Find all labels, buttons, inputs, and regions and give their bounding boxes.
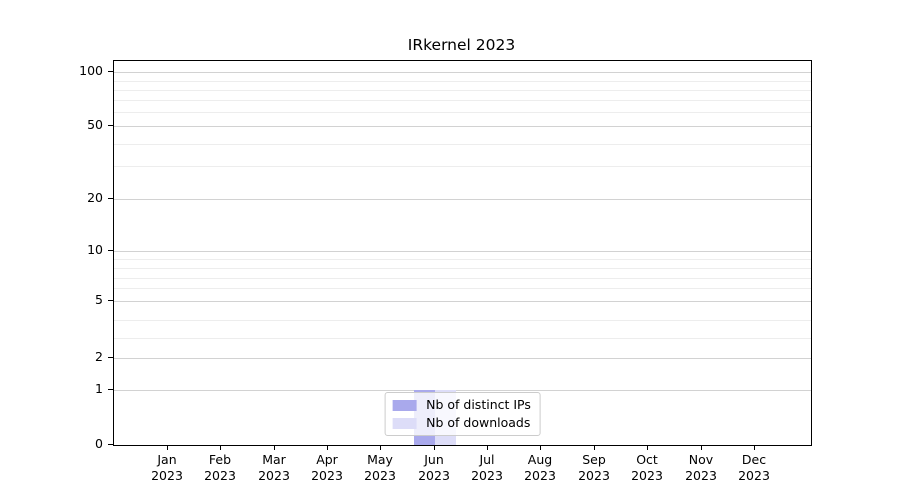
y-tick-label: 50	[87, 117, 103, 132]
x-tick-label-month: Mar	[262, 452, 286, 467]
x-tick-label-month: May	[367, 452, 393, 467]
y-tick-mark	[108, 198, 113, 199]
y-tick-label: 20	[87, 190, 103, 205]
y-tick-mark	[108, 357, 113, 358]
y-gridline-minor	[114, 320, 811, 321]
x-tick-label-year: 2023	[685, 467, 717, 483]
x-tick-mark	[434, 445, 435, 450]
y-tick-mark	[108, 300, 113, 301]
x-tick-mark	[167, 445, 168, 450]
legend-row: Nb of distinct IPs	[392, 397, 531, 413]
x-tick-mark	[487, 445, 488, 450]
y-gridline-minor	[114, 259, 811, 260]
y-tick-mark	[108, 444, 113, 445]
y-tick-label: 5	[95, 292, 103, 307]
x-tick-label-year: 2023	[151, 467, 183, 483]
legend-label: Nb of distinct IPs	[426, 397, 531, 412]
y-tick-label: 2	[95, 349, 103, 364]
x-tick-label-year: 2023	[258, 467, 290, 483]
x-tick-label: Dec 2023	[724, 452, 784, 483]
y-tick-mark	[108, 389, 113, 390]
legend: Nb of distinct IPs Nb of downloads	[384, 392, 541, 436]
x-tick-label-year: 2023	[204, 467, 236, 483]
x-tick-label: Jun 2023	[404, 452, 464, 483]
x-tick-label-year: 2023	[524, 467, 556, 483]
y-gridline-major	[114, 301, 811, 302]
x-tick-mark	[274, 445, 275, 450]
x-tick-label-year: 2023	[311, 467, 343, 483]
y-tick-label: 10	[87, 242, 103, 257]
x-tick-label-month: Aug	[527, 452, 553, 467]
x-tick-label-year: 2023	[578, 467, 610, 483]
plot-area: Nb of distinct IPs Nb of downloads	[113, 60, 812, 446]
y-tick-label: 0	[95, 436, 103, 451]
x-tick-label: Oct 2023	[617, 452, 677, 483]
legend-swatch	[392, 417, 417, 429]
x-tick-label-month: Apr	[316, 452, 338, 467]
x-tick-label: Mar 2023	[244, 452, 304, 483]
y-tick-mark	[108, 71, 113, 72]
x-tick-label: Nov 2023	[671, 452, 731, 483]
y-gridline-minor	[114, 112, 811, 113]
x-tick-mark	[594, 445, 595, 450]
x-tick-label: Apr 2023	[297, 452, 357, 483]
y-gridline-minor	[114, 144, 811, 145]
y-gridline-minor	[114, 100, 811, 101]
x-tick-label: Sep 2023	[564, 452, 624, 483]
legend-swatch	[392, 399, 417, 411]
y-gridline-minor	[114, 278, 811, 279]
y-gridline-minor	[114, 338, 811, 339]
y-gridline-minor	[114, 81, 811, 82]
x-tick-label: Jan 2023	[137, 452, 197, 483]
legend-label: Nb of downloads	[426, 415, 531, 430]
x-tick-label-month: Feb	[208, 452, 232, 467]
legend-row: Nb of downloads	[392, 415, 531, 431]
y-tick-mark	[108, 125, 113, 126]
x-tick-label-year: 2023	[471, 467, 503, 483]
x-tick-mark	[540, 445, 541, 450]
x-tick-label: Aug 2023	[510, 452, 570, 483]
x-tick-mark	[380, 445, 381, 450]
x-tick-label-year: 2023	[364, 467, 396, 483]
x-tick-label-month: Jul	[479, 452, 495, 467]
x-tick-label: Jul 2023	[457, 452, 517, 483]
y-gridline-major	[114, 390, 811, 391]
y-gridline-major	[114, 72, 811, 73]
y-tick-mark	[108, 250, 113, 251]
y-gridline-minor	[114, 288, 811, 289]
x-tick-label: Feb 2023	[190, 452, 250, 483]
x-tick-label: May 2023	[350, 452, 410, 483]
x-tick-mark	[327, 445, 328, 450]
x-tick-mark	[647, 445, 648, 450]
x-tick-label-month: Nov	[688, 452, 714, 467]
y-tick-label: 1	[95, 381, 103, 396]
y-gridline-major	[114, 199, 811, 200]
y-gridline-minor	[114, 268, 811, 269]
x-tick-label-year: 2023	[418, 467, 450, 483]
y-gridline-major	[114, 126, 811, 127]
x-tick-mark	[701, 445, 702, 450]
x-tick-label-month: Jan	[157, 452, 177, 467]
y-gridline-minor	[114, 166, 811, 167]
x-tick-label-month: Jun	[424, 452, 444, 467]
x-tick-label-month: Dec	[741, 452, 767, 467]
y-gridline-major	[114, 358, 811, 359]
x-tick-label-year: 2023	[631, 467, 663, 483]
y-tick-label: 100	[79, 63, 103, 78]
x-tick-label-month: Oct	[636, 452, 658, 467]
x-tick-mark	[220, 445, 221, 450]
x-tick-label-month: Sep	[582, 452, 606, 467]
y-gridline-minor	[114, 90, 811, 91]
y-gridline-major	[114, 251, 811, 252]
x-tick-label-year: 2023	[738, 467, 770, 483]
chart-title: IRkernel 2023	[407, 36, 516, 54]
x-tick-mark	[754, 445, 755, 450]
